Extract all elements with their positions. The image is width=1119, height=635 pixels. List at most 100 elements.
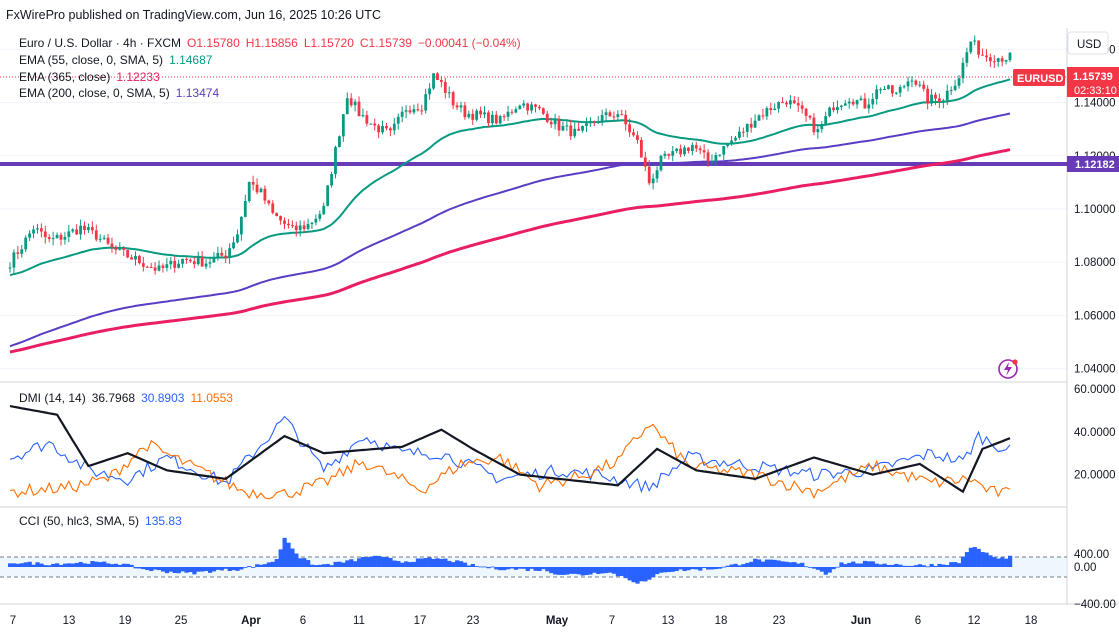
candle-body — [655, 170, 659, 179]
cci-bar — [953, 562, 958, 567]
price-tick-label: 1.08000 — [1074, 257, 1116, 269]
cci-bar — [874, 563, 879, 567]
candle-body — [32, 229, 35, 234]
candle-body — [518, 105, 522, 110]
candle-body — [526, 103, 530, 111]
cci-bar — [235, 567, 240, 571]
ema200-legend[interactable]: EMA (200, close, 0, SMA, 5) 1.13474 — [19, 86, 219, 100]
time-tick-label: 12 — [968, 615, 981, 627]
ema200-label: EMA (200, close, 0, SMA, 5) — [19, 86, 170, 100]
cci-bar — [596, 567, 601, 574]
cci-bar — [788, 562, 793, 567]
publisher-line: FxWirePro published on TradingView.com, … — [6, 8, 381, 22]
cci-bar — [117, 564, 123, 567]
ema365-legend[interactable]: EMA (365, close) 1.12233 — [19, 70, 160, 84]
candle-body — [628, 124, 632, 133]
cci-bar — [357, 558, 362, 567]
cci-bar — [62, 563, 68, 567]
cci-bar — [247, 566, 252, 567]
cci-bar — [66, 563, 72, 567]
candle-body — [385, 125, 388, 129]
time-tick-label: 6 — [300, 615, 306, 627]
candle-body — [839, 105, 843, 108]
cci-bar — [553, 567, 558, 575]
cci-bar — [325, 563, 330, 567]
candle-body — [883, 89, 886, 91]
cci-bar — [702, 567, 707, 569]
candle-body — [63, 236, 67, 240]
candle-body — [330, 174, 333, 186]
candle-body — [800, 105, 804, 109]
time-tick-label: 7 — [10, 615, 16, 627]
candle-body — [643, 157, 647, 167]
cci-bar — [882, 563, 887, 567]
cci-legend[interactable]: CCI (50, hlc3, SMA, 5) 135.83 — [19, 514, 182, 528]
candle-body — [718, 154, 722, 156]
lightning-icon[interactable] — [998, 359, 1018, 379]
candle-body — [651, 178, 655, 184]
candle-body — [749, 123, 753, 128]
time-tick-label: Apr — [241, 615, 261, 627]
candle-body — [816, 129, 820, 133]
cci-bar — [658, 567, 664, 573]
cci-bar — [635, 567, 640, 584]
cci-bar — [282, 537, 287, 567]
time-axis[interactable]: 7 13 19 25 Apr 6 11 17 23 May 7 13 18 23 Jun 6 12 18 — [10, 615, 1038, 627]
candle-body — [153, 267, 157, 271]
cci-bar — [733, 563, 738, 567]
dmi-tick-label: 40.0000 — [1074, 427, 1116, 439]
candle-body — [855, 100, 859, 105]
cci-bar — [768, 559, 773, 567]
cci-bar — [800, 562, 805, 567]
currency-button[interactable]: USD — [1067, 31, 1109, 55]
ema365-value: 1.12233 — [116, 70, 160, 84]
cci-tick-label: 400.00 — [1074, 549, 1109, 561]
candle-body — [106, 237, 110, 244]
candle-body — [87, 227, 90, 230]
cci-bar — [133, 567, 138, 569]
cci-bar — [180, 567, 185, 572]
cci-bar — [51, 563, 56, 567]
dmi-legend[interactable]: DMI (14, 14) 36.7968 30.8903 11.0553 — [19, 391, 233, 405]
cci-bar — [662, 567, 668, 573]
time-tick-label: 23 — [467, 615, 480, 627]
candle-body — [777, 102, 781, 109]
candlesticks[interactable] — [8, 35, 1012, 275]
candle-body — [451, 92, 455, 106]
cci-bar — [713, 567, 719, 570]
candle-body — [761, 115, 765, 117]
candle-body — [236, 234, 239, 243]
plus-di-line — [9, 415, 1011, 494]
candle-body — [243, 201, 247, 217]
cci-bar — [19, 563, 24, 567]
cci-bar — [576, 567, 581, 575]
cci-bar — [513, 567, 519, 570]
cci-bar — [208, 567, 213, 573]
price-grid — [0, 48, 1067, 370]
candle-body — [914, 80, 918, 85]
candle-body — [341, 114, 345, 137]
candle-body — [957, 78, 961, 86]
cci-bar — [929, 563, 934, 567]
cci-bar — [102, 561, 107, 567]
cci-bar — [808, 567, 813, 568]
dmi-tick-label: 20.0000 — [1074, 470, 1116, 482]
cci-bar — [866, 561, 872, 567]
cci-bar — [455, 560, 460, 567]
candle-body — [251, 182, 255, 185]
candle-body — [977, 40, 981, 55]
candle-body — [475, 110, 479, 120]
cci-bar — [15, 563, 21, 567]
candle-body — [632, 132, 635, 136]
candle-body — [581, 126, 584, 131]
candle-body — [879, 89, 882, 91]
cci-bar — [529, 567, 534, 569]
cci-bar — [717, 567, 723, 569]
cci-bar — [976, 548, 981, 567]
candle-body — [541, 108, 545, 114]
candle-body — [671, 151, 675, 156]
cci-bar — [674, 567, 679, 571]
ema55-legend[interactable]: EMA (55, close, 0, SMA, 5) 1.14687 — [19, 53, 213, 67]
candle-body — [675, 148, 679, 152]
